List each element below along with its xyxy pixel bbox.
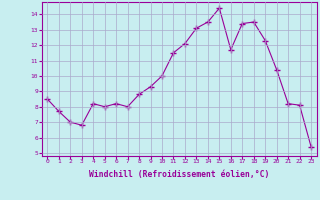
X-axis label: Windchill (Refroidissement éolien,°C): Windchill (Refroidissement éolien,°C): [89, 170, 269, 179]
